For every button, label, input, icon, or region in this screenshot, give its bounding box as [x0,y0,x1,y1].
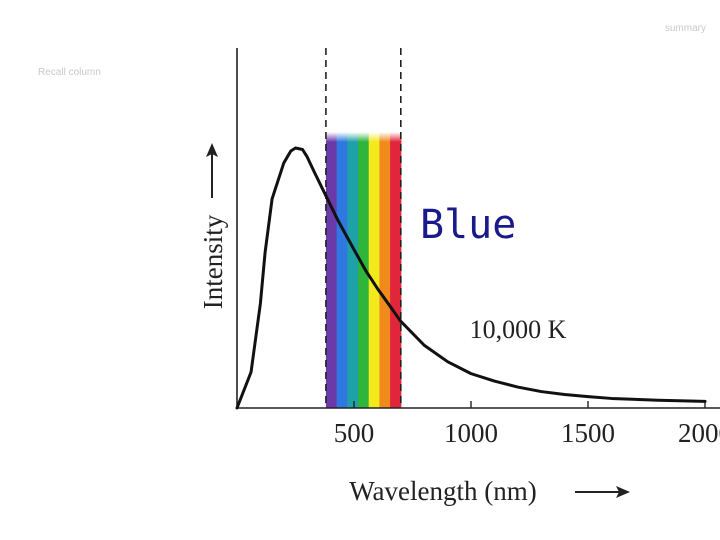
x-tick-label-500: 500 [334,418,375,448]
spectrum-stripe-5 [368,132,381,408]
spectrum-fade [325,132,401,142]
recall-column-note: Recall column [38,67,101,78]
y-axis-label: Intensity [198,214,228,309]
reference-lines [325,48,402,408]
visible-spectrum-band [325,132,402,408]
summary-note: summary [664,23,706,34]
spectrum-stripe-7 [390,132,402,408]
y-label-arrow-head [206,143,218,157]
x-axis-label: Wavelength (nm) [349,476,537,506]
annotation-blue: Blue [420,202,516,248]
x-tick-label-2000: 2000 [678,418,720,448]
blackbody-curve [235,146,707,410]
spectrum-stripe-1 [325,132,338,408]
x-tick-label-1500: 1500 [561,418,615,448]
x-label-arrow-head [616,486,630,498]
spectrum-stripe-2 [336,132,348,408]
x-tick-label-1000: 1000 [444,418,498,448]
spectrum-stripe-6 [379,132,391,408]
curve-layer [235,146,707,410]
spectrum-stripe-4 [358,132,370,408]
series-label: 10,000 K [470,315,567,344]
text-layer: 500 1000 1500 2000 Wavelength (nm) Intensity 1… [198,143,720,506]
spectrum-stripe-3 [347,132,359,408]
